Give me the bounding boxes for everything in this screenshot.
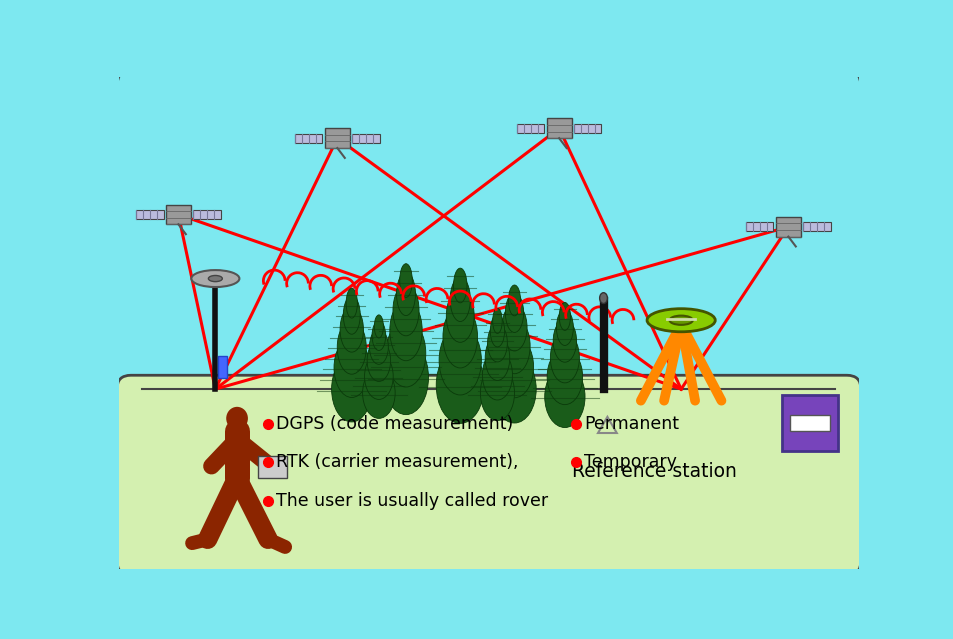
Bar: [789, 415, 829, 431]
Ellipse shape: [480, 366, 514, 420]
Bar: [193, 210, 220, 219]
Bar: [257, 456, 287, 478]
Ellipse shape: [343, 296, 360, 334]
Ellipse shape: [369, 329, 388, 364]
Bar: [802, 222, 830, 231]
Bar: [217, 356, 227, 378]
Bar: [546, 118, 571, 138]
Ellipse shape: [399, 264, 412, 297]
Ellipse shape: [646, 309, 715, 332]
Ellipse shape: [553, 320, 576, 362]
Ellipse shape: [393, 284, 418, 336]
Bar: [136, 210, 163, 219]
Bar: [574, 124, 600, 133]
Ellipse shape: [367, 340, 390, 381]
Ellipse shape: [192, 270, 239, 287]
Ellipse shape: [364, 353, 393, 399]
Ellipse shape: [547, 349, 582, 404]
Ellipse shape: [446, 289, 474, 343]
Ellipse shape: [208, 275, 222, 282]
Bar: [294, 134, 322, 142]
Ellipse shape: [599, 293, 607, 304]
Ellipse shape: [493, 355, 536, 423]
Ellipse shape: [450, 277, 470, 321]
Ellipse shape: [334, 338, 369, 397]
Text: RTK (carrier measurement),: RTK (carrier measurement),: [275, 453, 517, 472]
Ellipse shape: [386, 320, 425, 387]
Ellipse shape: [669, 316, 692, 325]
Bar: [745, 222, 773, 231]
Bar: [517, 124, 544, 133]
Ellipse shape: [453, 268, 466, 303]
Ellipse shape: [498, 318, 530, 374]
Ellipse shape: [396, 272, 415, 316]
Ellipse shape: [482, 350, 512, 400]
Text: Reference station: Reference station: [571, 462, 736, 481]
Ellipse shape: [501, 304, 527, 351]
Ellipse shape: [556, 310, 573, 346]
Ellipse shape: [346, 288, 357, 318]
Ellipse shape: [339, 307, 363, 352]
Ellipse shape: [337, 321, 366, 374]
Ellipse shape: [492, 309, 501, 334]
Bar: [325, 128, 350, 148]
Ellipse shape: [487, 324, 507, 362]
Ellipse shape: [505, 293, 523, 332]
Ellipse shape: [332, 357, 372, 422]
FancyBboxPatch shape: [117, 375, 860, 575]
Ellipse shape: [374, 315, 383, 338]
Ellipse shape: [436, 347, 484, 424]
Ellipse shape: [490, 315, 504, 347]
Ellipse shape: [438, 326, 481, 395]
Ellipse shape: [383, 341, 428, 415]
Ellipse shape: [362, 367, 395, 419]
Ellipse shape: [485, 335, 509, 380]
Ellipse shape: [226, 407, 248, 430]
Bar: [781, 396, 837, 450]
Ellipse shape: [495, 336, 533, 397]
Bar: [352, 134, 379, 142]
Ellipse shape: [442, 305, 477, 368]
FancyBboxPatch shape: [117, 70, 860, 575]
Text: The user is usually called rover: The user is usually called rover: [275, 492, 547, 510]
Ellipse shape: [544, 366, 584, 427]
Ellipse shape: [372, 321, 385, 350]
Text: DGPS (code measurement): DGPS (code measurement): [275, 415, 513, 433]
Text: Temporary: Temporary: [583, 453, 677, 472]
Text: Permanent: Permanent: [583, 415, 679, 433]
Ellipse shape: [558, 302, 570, 330]
Ellipse shape: [390, 300, 422, 361]
Bar: [166, 204, 191, 224]
Ellipse shape: [508, 285, 520, 316]
Ellipse shape: [550, 333, 578, 383]
Bar: [775, 217, 800, 236]
